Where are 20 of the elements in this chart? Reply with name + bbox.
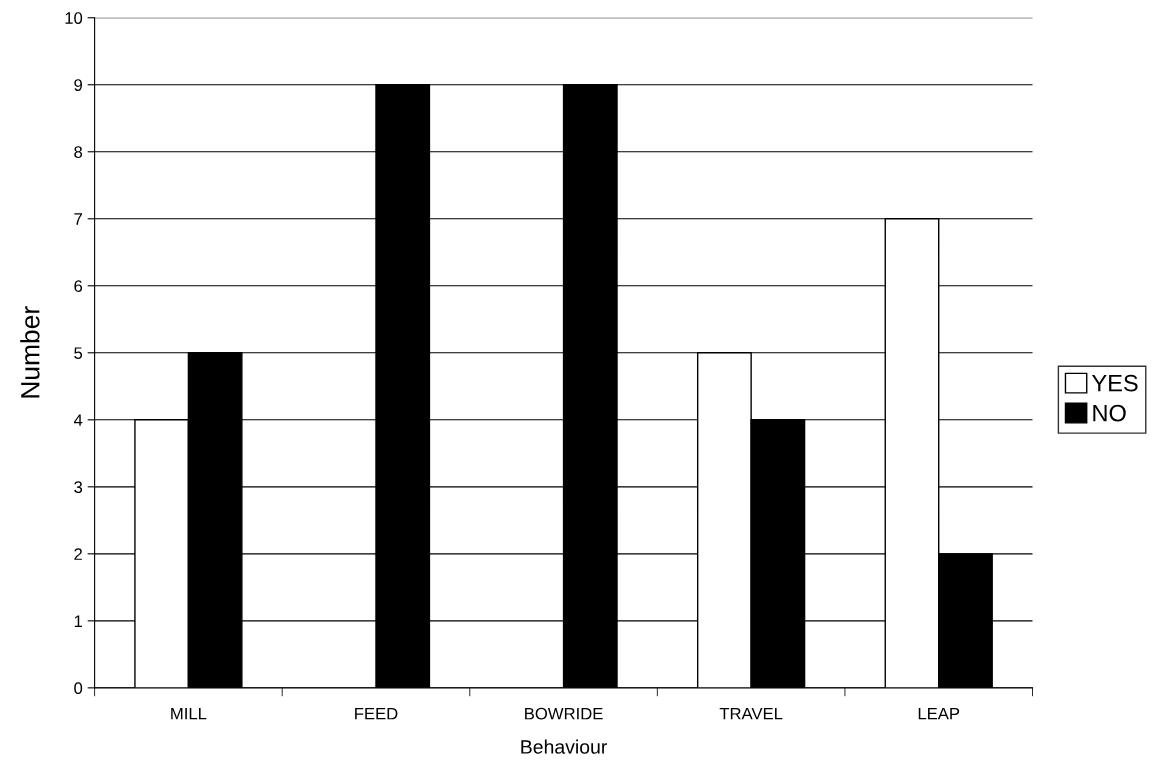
y-tick-label: 7 bbox=[74, 213, 82, 225]
y-tick-label: 2 bbox=[74, 548, 82, 560]
y-tick-label: 3 bbox=[74, 481, 83, 494]
y-tick-label: 4 bbox=[73, 414, 83, 426]
y-tick-label: 8 bbox=[74, 146, 83, 158]
y-tick-label: 1 bbox=[74, 615, 82, 627]
x-tick-label: TRAVEL bbox=[719, 707, 783, 720]
legend-label: YES bbox=[1091, 374, 1138, 392]
y-tick-label: 6 bbox=[74, 280, 83, 292]
y-tick-label: 5 bbox=[74, 347, 83, 360]
x-tick-label: BOWRIDE bbox=[525, 707, 603, 720]
y-tick-label: 9 bbox=[74, 79, 83, 91]
x-axis-title: Behaviour bbox=[521, 739, 608, 754]
x-tick-label: LEAP bbox=[918, 707, 960, 720]
y-axis-title: Number bbox=[20, 306, 40, 398]
y-tick-label: 0 bbox=[74, 682, 83, 695]
y-tick-label: 10 bbox=[65, 12, 83, 24]
legend-label: NO bbox=[1093, 404, 1126, 422]
x-tick-label: MILL bbox=[171, 707, 207, 720]
x-tick-label: FEED bbox=[355, 707, 398, 720]
